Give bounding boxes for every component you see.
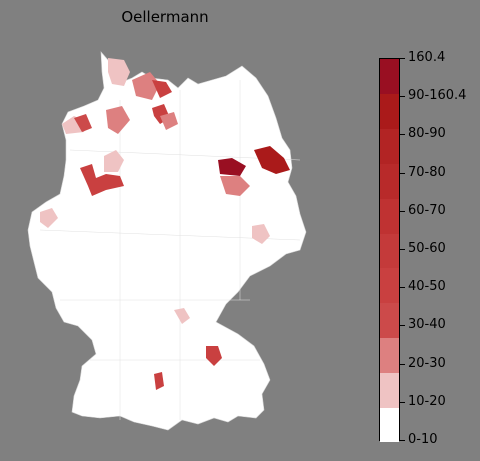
colorbar-tick xyxy=(400,96,405,98)
colorbar-tick xyxy=(400,287,405,289)
colorbar-tick-label: 70-80 xyxy=(408,164,446,180)
colorbar-band xyxy=(380,407,399,443)
colorbar-tick-label: 80-90 xyxy=(408,126,446,142)
region-berlin[interactable] xyxy=(218,158,246,176)
regions xyxy=(40,58,290,390)
colorbar-tick-label: 40-50 xyxy=(408,279,446,295)
colorbar-tick-label: 10-20 xyxy=(408,393,446,409)
colorbar-tick xyxy=(400,58,405,59)
colorbar-tick xyxy=(400,325,405,327)
colorbar-tick-label: 90-160.4 xyxy=(408,88,467,104)
region-oldenburg[interactable] xyxy=(74,114,92,132)
colorbar-band xyxy=(380,267,399,304)
region-bielefeld[interactable] xyxy=(104,150,124,172)
region-potsdam-mittelmark[interactable] xyxy=(220,176,250,196)
germany-landmass xyxy=(27,51,307,431)
colorbar-band xyxy=(380,372,399,408)
region-hamburg-east[interactable] xyxy=(160,112,178,130)
region-kiel[interactable] xyxy=(132,72,160,100)
colorbar-tick-label: 160.4 xyxy=(408,50,446,65)
colorbar xyxy=(379,58,400,443)
region-maerkisch-oderland[interactable] xyxy=(254,146,290,174)
region-bremen[interactable] xyxy=(106,106,130,134)
colorbar-tick xyxy=(400,363,405,365)
colorbar-tick-label: 30-40 xyxy=(408,317,446,333)
colorbar-tick-label: 50-60 xyxy=(408,241,446,256)
region-regensburg[interactable] xyxy=(206,346,222,366)
colorbar-band xyxy=(380,163,399,199)
region-nordfriesland[interactable] xyxy=(108,58,130,86)
colorbar-band xyxy=(380,59,399,95)
colorbar-tick xyxy=(400,249,405,250)
region-nuernberg[interactable] xyxy=(174,308,190,324)
colorbar-tick-label: 60-70 xyxy=(408,202,446,218)
map-title: Oellermann xyxy=(121,8,209,26)
colorbar-tick xyxy=(400,440,405,441)
colorbar-band xyxy=(380,128,399,164)
colorbar-band xyxy=(380,198,399,234)
germany-map xyxy=(27,51,307,431)
colorbar-band xyxy=(380,337,399,373)
colorbar-band xyxy=(380,233,399,269)
region-dresden[interactable] xyxy=(252,224,270,244)
colorbar-tick xyxy=(400,172,405,174)
colorbar-tick xyxy=(400,401,405,403)
colorbar-tick-label: 20-30 xyxy=(408,355,446,371)
colorbar-tick xyxy=(400,210,405,212)
colorbar-tick xyxy=(400,134,405,136)
region-aachen[interactable] xyxy=(40,208,58,228)
colorbar-band xyxy=(380,302,399,339)
region-ulm[interactable] xyxy=(154,372,164,390)
colorbar-tick-label: 0-10 xyxy=(408,432,438,447)
region-osnabrueck[interactable] xyxy=(80,164,124,196)
colorbar-band xyxy=(380,93,399,130)
region-ostholstein[interactable] xyxy=(152,80,172,98)
